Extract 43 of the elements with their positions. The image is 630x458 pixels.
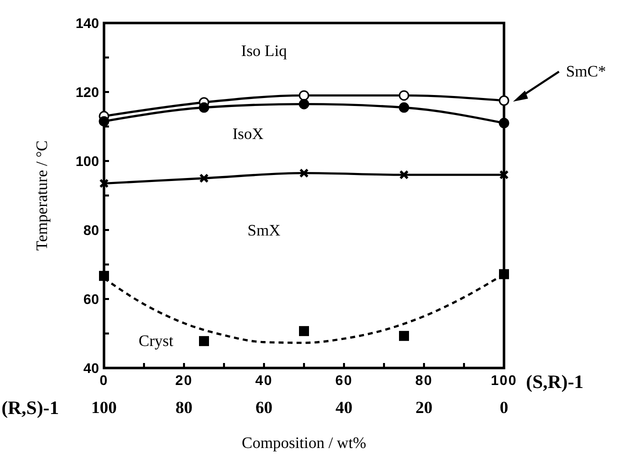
x2-tick-label: 60 [256, 398, 272, 417]
annotation: Cryst [138, 333, 174, 350]
annotation: SmX [248, 222, 281, 240]
point [199, 174, 209, 183]
text: SmC* [566, 64, 606, 81]
point [499, 170, 509, 180]
point [198, 102, 210, 113]
point [98, 116, 110, 127]
point [99, 270, 109, 281]
point [498, 118, 510, 128]
point [299, 168, 309, 178]
x2-tick-label: 80 [176, 398, 192, 417]
point [199, 336, 209, 346]
point [399, 330, 409, 341]
y-tick-label: 140 [76, 14, 100, 31]
point [498, 95, 510, 106]
x2-tick-label: 40 [336, 398, 352, 417]
point [299, 326, 309, 336]
y-tick-label: 40 [83, 360, 100, 376]
y-tick-label: 120 [76, 84, 100, 100]
x2-axis-title: (R,S)-1 [1, 398, 59, 419]
point [99, 178, 109, 188]
annotation: Iso Liq [241, 43, 287, 60]
point [298, 98, 310, 110]
point [298, 90, 310, 101]
x-tick-label: 40 [255, 372, 273, 388]
x-tick-label: 80 [415, 372, 433, 388]
x-tick-label: 0 [100, 372, 108, 388]
x-axis-title: Composition / wt% [242, 435, 366, 452]
y-tick-label: 100 [76, 152, 100, 169]
point [398, 90, 410, 101]
x2-tick-label: 0 [500, 398, 508, 417]
x-tick-label: 60 [335, 372, 353, 388]
text: (S,R)-1 [526, 372, 584, 393]
x2-tick-label: 20 [416, 398, 432, 417]
point [398, 102, 410, 113]
annotation: IsoX [232, 126, 264, 143]
y-tick-label: 80 [83, 222, 100, 238]
y-tick-label: 60 [83, 290, 100, 307]
x-tick-label: 20 [175, 372, 193, 388]
x-tick-label: 100 [490, 372, 518, 388]
point [399, 170, 409, 180]
y-axis-title: Temperature / °C [34, 140, 51, 251]
